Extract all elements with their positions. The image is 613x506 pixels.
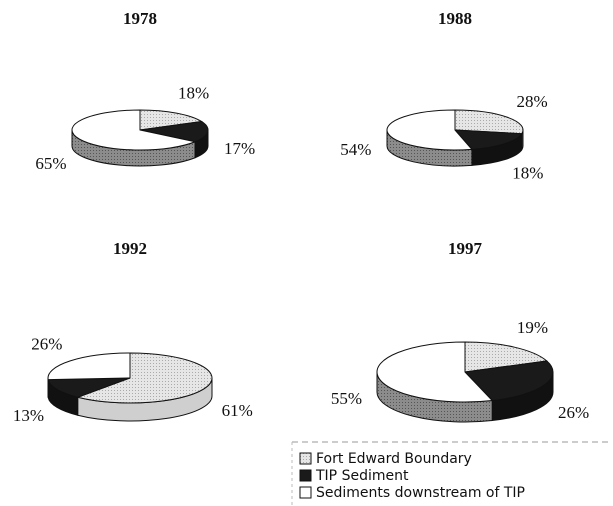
pie-slice bbox=[464, 341, 548, 373]
data-label: 28% bbox=[516, 92, 547, 111]
pie-slice bbox=[453, 129, 523, 150]
legend-label: Fort Edward Boundary bbox=[316, 451, 472, 467]
data-label: 17% bbox=[224, 139, 255, 158]
data-label: 13% bbox=[13, 406, 44, 425]
legend-swatch bbox=[299, 469, 312, 482]
data-label: 18% bbox=[178, 83, 209, 102]
pie-slice bbox=[463, 360, 554, 402]
pie-slice bbox=[139, 109, 203, 131]
legend-label: TIP Sediment bbox=[315, 468, 409, 484]
chart-title: 1978 bbox=[123, 9, 157, 28]
pie-slice bbox=[71, 109, 197, 151]
data-label: 19% bbox=[517, 318, 548, 337]
data-label: 26% bbox=[31, 335, 62, 354]
data-label: 61% bbox=[222, 401, 253, 420]
data-label: 18% bbox=[512, 164, 543, 183]
pie-slice bbox=[376, 341, 494, 403]
data-label: 54% bbox=[340, 140, 371, 159]
pie-slice bbox=[454, 109, 524, 135]
chart-title: 1988 bbox=[438, 9, 472, 28]
chart-title: 1992 bbox=[113, 239, 147, 258]
data-label: 55% bbox=[331, 389, 362, 408]
data-label: 26% bbox=[558, 403, 589, 422]
pie-slice bbox=[47, 352, 131, 381]
legend-swatch bbox=[299, 452, 312, 465]
legend-label: Sediments downstream of TIP bbox=[316, 485, 525, 501]
legend-swatch bbox=[299, 486, 312, 499]
chart-title: 1997 bbox=[448, 239, 483, 258]
pie-slice bbox=[76, 352, 213, 404]
data-label: 65% bbox=[35, 154, 66, 173]
pie-slice bbox=[139, 120, 209, 143]
pie-slice bbox=[386, 109, 473, 151]
